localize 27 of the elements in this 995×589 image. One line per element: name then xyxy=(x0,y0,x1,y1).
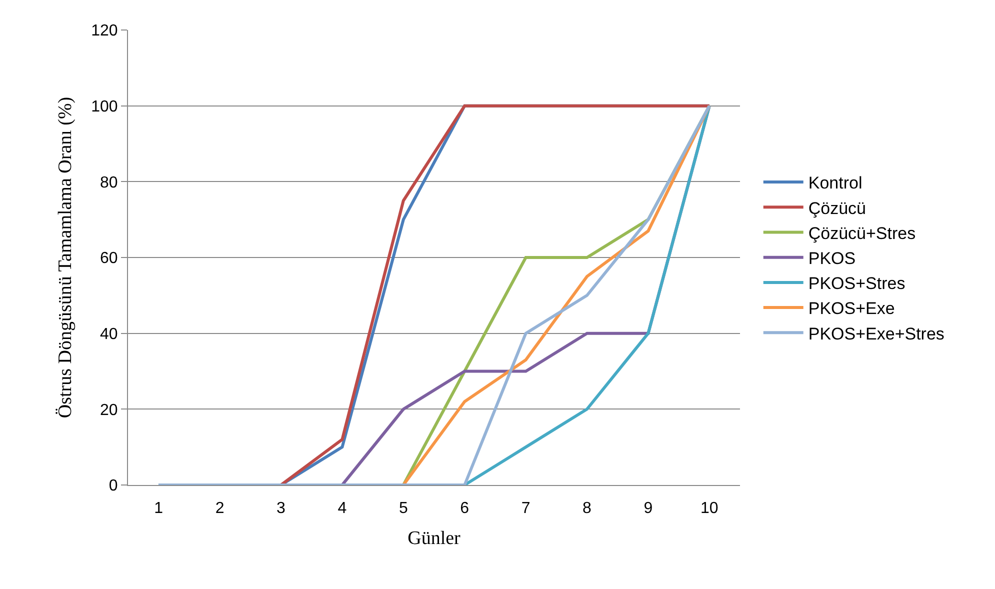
x-tick-label: 8 xyxy=(582,500,592,518)
y-tick-label: 20 xyxy=(100,402,118,419)
x-tick-label: 9 xyxy=(644,500,653,518)
y-tick-label: 100 xyxy=(91,98,118,116)
legend-label: PKOS+Stres xyxy=(808,274,906,294)
x-tick-label: 3 xyxy=(276,500,286,518)
x-tick-label: 4 xyxy=(338,500,347,518)
x-tick-label: 6 xyxy=(460,500,470,518)
x-axis-title: Günler xyxy=(408,528,462,549)
legend-label: PKOS xyxy=(808,248,856,268)
y-tick-label: 80 xyxy=(100,174,118,192)
y-tick-label: 0 xyxy=(108,478,118,495)
y-tick-label: 40 xyxy=(100,326,118,343)
legend-label: Çözücü+Stres xyxy=(808,224,916,243)
x-tick-label: 10 xyxy=(700,500,718,518)
legend-label: PKOS+Exe xyxy=(808,299,895,318)
legend-label: Çözücü xyxy=(808,198,866,218)
y-tick-label: 120 xyxy=(91,22,118,40)
x-tick-label: 2 xyxy=(215,500,224,518)
line-series xyxy=(157,104,711,485)
x-tick-label: 1 xyxy=(154,500,164,518)
legend-label: Kontrol xyxy=(808,174,862,193)
y-axis-title: Östrus Döngüsünü Tamamlama Oranı (%) xyxy=(54,96,76,418)
legend-label: PKOS+Exe+Stres xyxy=(808,324,944,344)
x-tick-label: 5 xyxy=(398,500,408,518)
y-tick-label: 60 xyxy=(100,250,118,268)
x-tick-label: 7 xyxy=(521,500,530,518)
